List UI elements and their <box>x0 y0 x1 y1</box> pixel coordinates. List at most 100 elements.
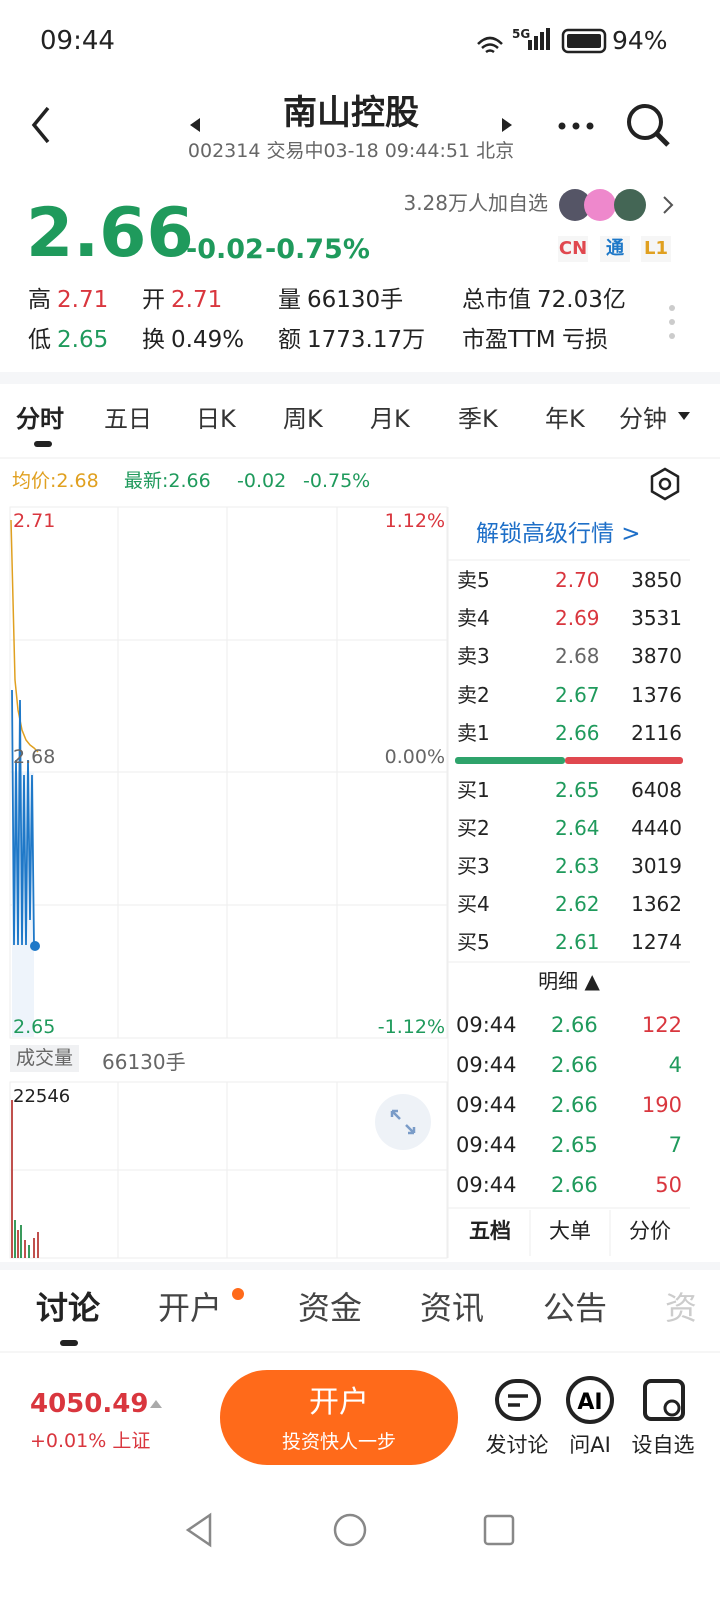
panel-tab[interactable]: 大单 <box>549 1219 591 1243</box>
unlock-link[interactable]: 解锁高级行情 > <box>476 521 641 547</box>
price: 2.66 <box>26 194 194 273</box>
trade-price: 2.66 <box>551 1013 598 1037</box>
book-volume: 2116 <box>631 720 682 745</box>
book-volume: 4440 <box>631 816 682 840</box>
avg-price: 均价:2.68 <box>12 470 99 492</box>
trade-volume: 122 <box>641 1013 682 1037</box>
stat-label: 量 <box>278 287 301 313</box>
stat-value: 66130手 <box>307 287 404 313</box>
book-volume: 3870 <box>631 644 682 669</box>
book-volume: 3019 <box>631 854 682 878</box>
trade-time: 09:44 <box>456 1133 517 1157</box>
chart-tab[interactable]: 年K <box>545 405 585 433</box>
trade-time: 09:44 <box>456 1013 517 1037</box>
chart-tab[interactable]: 五日 <box>104 405 152 433</box>
trade-price: 2.65 <box>551 1133 598 1157</box>
chart-tab[interactable]: 分时 <box>16 405 64 433</box>
book-level: 卖2 <box>457 682 490 707</box>
section-tab[interactable]: 公告 <box>543 1289 608 1327</box>
chart-tab[interactable]: 周K <box>283 405 323 433</box>
book-price: 2.68 <box>555 644 600 669</box>
book-volume: 1274 <box>631 930 682 954</box>
stock-name: 南山控股 <box>283 93 419 133</box>
stat-label: 换 <box>142 327 165 353</box>
chart-tab[interactable]: 分钟 <box>619 405 667 433</box>
section-tab[interactable]: 资 <box>665 1289 698 1327</box>
latest-price: 最新:2.66 <box>124 470 211 492</box>
panel-tab[interactable]: 分价 <box>629 1219 671 1243</box>
trade-price: 2.66 <box>551 1173 598 1197</box>
book-price: 2.65 <box>555 778 600 802</box>
book-price: 2.70 <box>555 568 600 592</box>
percent: -0.75% <box>265 234 370 265</box>
book-volume: 1362 <box>631 892 682 916</box>
badge: 通 <box>600 236 630 262</box>
axis-top: 2.71 <box>13 510 56 532</box>
panel-tab[interactable]: 五档 <box>469 1219 511 1243</box>
trade-volume: 7 <box>668 1133 682 1157</box>
network: 5G <box>512 27 531 41</box>
chart-tab[interactable]: 季K <box>458 405 498 433</box>
action-label[interactable]: 问AI <box>569 1433 611 1457</box>
volume-label: 成交量 <box>10 1045 80 1072</box>
stat-label: 市盈TTM <box>462 327 556 353</box>
stat-value: 72.03亿 <box>537 287 626 313</box>
chart-tab[interactable]: 月K <box>370 405 410 433</box>
badge: CN <box>558 236 588 262</box>
trade-volume: 190 <box>641 1093 682 1117</box>
axis-bottom-pct: -1.12% <box>377 1016 445 1038</box>
book-level: 卖1 <box>457 720 490 745</box>
index-value: 4050.49 <box>30 1389 149 1419</box>
stat-label: 低 <box>28 327 51 353</box>
book-level: 买5 <box>457 930 490 954</box>
book-volume: 6408 <box>631 778 682 802</box>
stat-label: 开 <box>142 287 165 313</box>
book-volume: 3850 <box>631 568 682 592</box>
book-price: 2.61 <box>555 930 600 954</box>
section-tab[interactable]: 资金 <box>298 1289 363 1327</box>
trade-price: 2.66 <box>551 1093 598 1117</box>
book-level: 卖4 <box>457 606 490 631</box>
trade-time: 09:44 <box>456 1173 517 1197</box>
book-level: 买3 <box>457 854 490 878</box>
book-price: 2.66 <box>555 720 600 745</box>
book-level: 买4 <box>457 892 490 916</box>
book-level: 卖5 <box>457 568 490 592</box>
stat-label: 额 <box>278 327 301 353</box>
svg-text:AI: AI <box>577 1390 602 1415</box>
book-level: 买1 <box>457 778 490 802</box>
action-label[interactable]: 发讨论 <box>485 1433 549 1457</box>
trade-price: 2.66 <box>551 1053 598 1077</box>
chart-tab[interactable]: 日K <box>196 405 236 433</box>
axis-bottom: 2.65 <box>13 1016 56 1038</box>
clock: 09:44 <box>40 26 115 56</box>
stat-label: 高 <box>28 287 51 313</box>
action-label[interactable]: 设自选 <box>631 1433 695 1457</box>
latest-change: -0.02 <box>237 470 287 492</box>
stat-value: 2.71 <box>57 287 109 313</box>
section-tab[interactable]: 开户 <box>158 1289 223 1327</box>
volume-max: 22546 <box>13 1086 71 1107</box>
section-tab[interactable]: 资讯 <box>420 1289 485 1327</box>
trade-time: 09:44 <box>456 1093 517 1117</box>
watchers: 3.28万人加自选 <box>403 191 548 215</box>
battery: 94% <box>612 26 668 55</box>
axis-top-pct: 1.12% <box>384 510 445 532</box>
book-volume: 3531 <box>631 606 682 631</box>
book-price: 2.62 <box>555 892 600 916</box>
button-title[interactable]: 开户 <box>309 1385 369 1420</box>
volume-total: 66130手 <box>102 1050 186 1074</box>
stat-label: 总市值 <box>462 287 531 313</box>
button-subtitle[interactable]: 投资快人一步 <box>281 1431 396 1453</box>
section-tab[interactable]: 讨论 <box>36 1289 101 1327</box>
trade-volume: 50 <box>655 1173 682 1197</box>
stat-value: 亏损 <box>562 327 608 353</box>
book-level: 卖3 <box>457 644 490 669</box>
book-price: 2.69 <box>555 606 600 631</box>
detail-title[interactable]: 明细 ▲ <box>538 969 600 993</box>
trade-volume: 4 <box>668 1053 682 1077</box>
change: -0.02 <box>186 234 264 265</box>
index-change: +0.01% 上证 <box>30 1430 151 1452</box>
